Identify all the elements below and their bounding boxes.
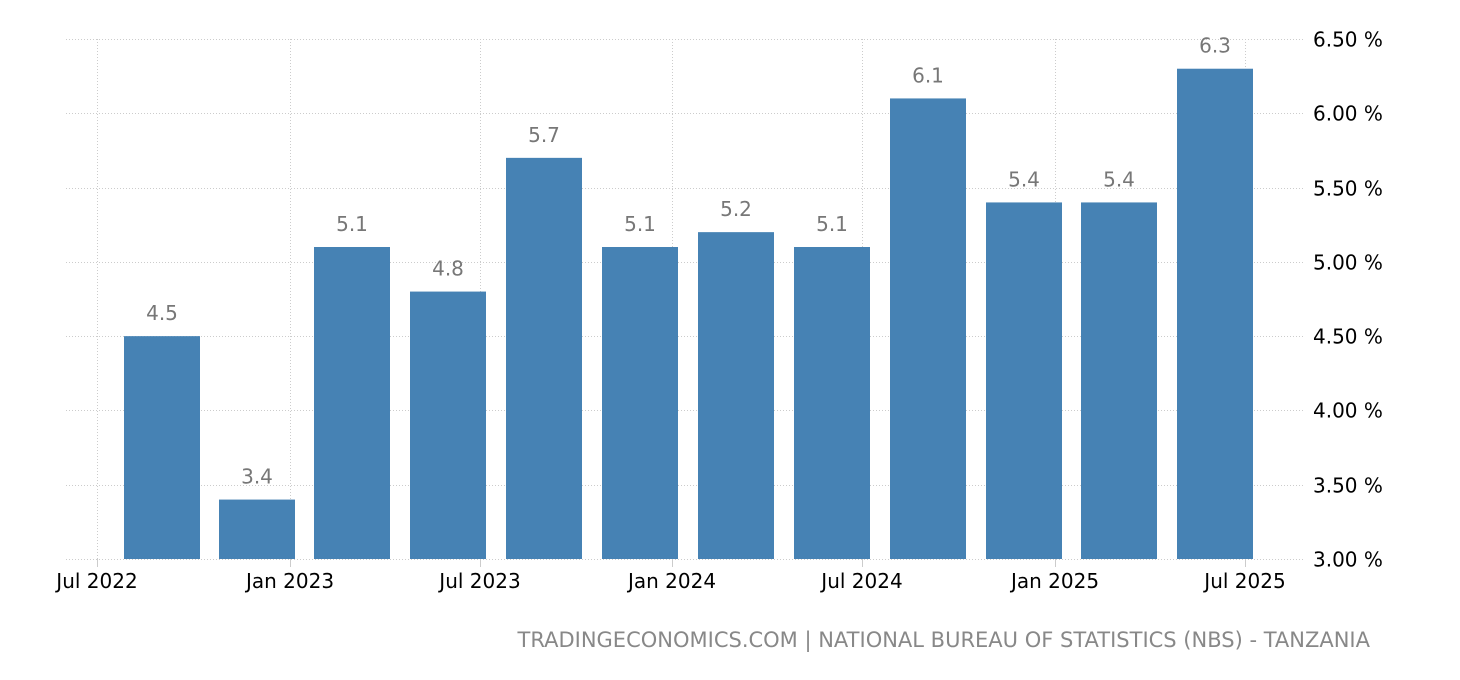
- source-footer: TRADINGECONOMICS.COM | NATIONAL BUREAU O…: [517, 628, 1370, 652]
- y-tick-label: 4.00 %: [1313, 399, 1383, 423]
- y-tick-label: 6.00 %: [1313, 102, 1383, 126]
- bars: [124, 68, 1253, 559]
- y-tick-label: 4.50 %: [1313, 325, 1383, 349]
- x-tick-label: Jul 2025: [1202, 569, 1285, 593]
- bar-value-label: 4.5: [146, 301, 178, 325]
- bar-value-label: 3.4: [241, 465, 273, 489]
- bar-value-label: 5.1: [336, 212, 368, 236]
- bar[interactable]: [890, 98, 966, 559]
- bar-value-label: 5.1: [624, 212, 656, 236]
- y-axis: 3.00 % 3.50 % 4.00 % 4.50 % 5.00 % 5.50 % 6.00…: [1313, 28, 1383, 572]
- y-tick-label: 6.50 %: [1313, 28, 1383, 52]
- y-tick-label: 3.00 %: [1313, 548, 1383, 572]
- bar-value-label: 6.3: [1199, 34, 1231, 58]
- bar[interactable]: [602, 247, 678, 559]
- bar-value-label: 5.1: [816, 212, 848, 236]
- bar[interactable]: [698, 232, 774, 559]
- bar[interactable]: [794, 247, 870, 559]
- bar[interactable]: [314, 247, 390, 559]
- bar[interactable]: [1081, 202, 1157, 559]
- y-tick-label: 5.50 %: [1313, 177, 1383, 201]
- x-tick-label: Jul 2024: [819, 569, 902, 593]
- bar-value-label: 5.4: [1008, 167, 1040, 191]
- x-tick-label: Jan 2024: [626, 569, 716, 593]
- bar[interactable]: [124, 336, 200, 559]
- bar-value-label: 6.1: [912, 63, 944, 87]
- bar-value-label: 5.2: [720, 197, 752, 221]
- x-tick-label: Jan 2025: [1009, 569, 1099, 593]
- bar-value-label: 4.8: [432, 257, 464, 281]
- bar-chart: 4.5 3.4 5.1 4.8 5.7 5.1 5.2 5.1 6.1 5.4 5.4 6.3 3.0…: [54, 28, 1383, 594]
- bar-value-label: 5.7: [528, 123, 560, 147]
- bar[interactable]: [1177, 68, 1253, 559]
- x-tick-label: Jul 2023: [437, 569, 520, 593]
- bar[interactable]: [410, 291, 486, 559]
- bar[interactable]: [506, 157, 582, 559]
- y-tick-label: 5.00 %: [1313, 251, 1383, 275]
- x-tick-label: Jan 2023: [244, 569, 334, 593]
- bar[interactable]: [986, 202, 1062, 559]
- x-tick-label: Jul 2022: [54, 569, 137, 593]
- y-tick-label: 3.50 %: [1313, 474, 1383, 498]
- x-axis: Jul 2022 Jan 2023 Jul 2023 Jan 2024 Jul 2024…: [54, 559, 1286, 593]
- bar-value-label: 5.4: [1103, 167, 1135, 191]
- value-labels: 4.5 3.4 5.1 4.8 5.7 5.1 5.2 5.1 6.1 5.4 5.4 6.3: [146, 34, 1231, 489]
- bar[interactable]: [219, 499, 295, 559]
